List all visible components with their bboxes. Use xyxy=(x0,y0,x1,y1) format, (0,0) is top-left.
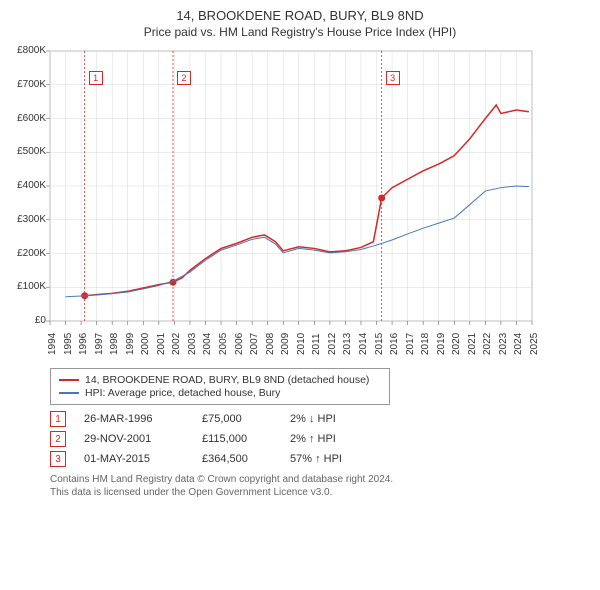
x-tick-label: 2024 xyxy=(513,333,524,355)
event-pct: 57% ↑ HPI xyxy=(290,453,400,465)
subtitle: Price paid vs. HM Land Registry's House … xyxy=(12,25,588,39)
y-tick-label: £500K xyxy=(12,146,46,157)
x-tick-label: 2015 xyxy=(374,333,385,355)
x-tick-label: 2007 xyxy=(249,333,260,355)
x-tick-label: 2016 xyxy=(389,333,400,355)
x-tick-label: 2001 xyxy=(156,333,167,355)
x-tick-label: 2025 xyxy=(529,333,540,355)
chart: £0 £100K £200K £300K £400K £500K £600K £700K £80… xyxy=(12,45,588,360)
events-table: 1 26-MAR-1996 £75,000 2% ↓ HPI 2 29-NOV-2001 £… xyxy=(50,411,588,467)
legend-swatch xyxy=(59,379,79,381)
y-tick-label: £300K xyxy=(12,214,46,225)
y-tick-label: £200K xyxy=(12,248,46,259)
y-tick-label: £400K xyxy=(12,180,46,191)
title: 14, BROOKDENE ROAD, BURY, BL9 8ND xyxy=(12,8,588,23)
event-number-box: 3 xyxy=(50,451,66,467)
event-number-box: 2 xyxy=(50,431,66,447)
chart-svg xyxy=(12,45,536,357)
event-price: £75,000 xyxy=(202,413,272,425)
event-row: 2 29-NOV-2001 £115,000 2% ↑ HPI xyxy=(50,431,588,447)
x-tick-label: 2006 xyxy=(234,333,245,355)
x-tick-label: 2020 xyxy=(451,333,462,355)
y-tick-label: £600K xyxy=(12,113,46,124)
event-number-box: 1 xyxy=(50,411,66,427)
x-tick-label: 2019 xyxy=(436,333,447,355)
legend: 14, BROOKDENE ROAD, BURY, BL9 8ND (detac… xyxy=(50,368,390,405)
event-price: £364,500 xyxy=(202,453,272,465)
x-tick-label: 2009 xyxy=(280,333,291,355)
x-tick-label: 2008 xyxy=(265,333,276,355)
x-tick-label: 1997 xyxy=(94,333,105,355)
x-tick-label: 2002 xyxy=(171,333,182,355)
event-marker-box: 2 xyxy=(177,71,191,85)
event-marker-box: 3 xyxy=(386,71,400,85)
chart-container: 14, BROOKDENE ROAD, BURY, BL9 8ND Price … xyxy=(0,0,600,505)
x-tick-label: 1995 xyxy=(63,333,74,355)
event-date: 01-MAY-2015 xyxy=(84,453,184,465)
x-tick-label: 1998 xyxy=(109,333,120,355)
x-tick-label: 2022 xyxy=(482,333,493,355)
event-pct: 2% ↑ HPI xyxy=(290,433,400,445)
x-tick-label: 2000 xyxy=(140,333,151,355)
footer: Contains HM Land Registry data © Crown c… xyxy=(50,473,588,499)
x-tick-label: 1996 xyxy=(78,333,89,355)
x-tick-label: 2003 xyxy=(187,333,198,355)
footer-line-2: This data is licensed under the Open Gov… xyxy=(50,486,588,499)
x-tick-label: 2014 xyxy=(358,333,369,355)
x-tick-label: 2012 xyxy=(327,333,338,355)
legend-row: HPI: Average price, detached house, Bury xyxy=(59,387,381,399)
event-date: 29-NOV-2001 xyxy=(84,433,184,445)
event-date: 26-MAR-1996 xyxy=(84,413,184,425)
event-marker-box: 1 xyxy=(89,71,103,85)
x-tick-label: 2010 xyxy=(296,333,307,355)
x-tick-label: 1994 xyxy=(47,333,58,355)
x-tick-label: 2017 xyxy=(405,333,416,355)
legend-label: 14, BROOKDENE ROAD, BURY, BL9 8ND (detac… xyxy=(85,374,369,386)
event-pct: 2% ↓ HPI xyxy=(290,413,400,425)
y-tick-label: £0 xyxy=(12,315,46,326)
x-tick-label: 2013 xyxy=(342,333,353,355)
y-tick-label: £700K xyxy=(12,79,46,90)
event-row: 1 26-MAR-1996 £75,000 2% ↓ HPI xyxy=(50,411,588,427)
x-tick-label: 2005 xyxy=(218,333,229,355)
event-price: £115,000 xyxy=(202,433,272,445)
legend-swatch xyxy=(59,392,79,394)
event-row: 3 01-MAY-2015 £364,500 57% ↑ HPI xyxy=(50,451,588,467)
y-tick-label: £100K xyxy=(12,281,46,292)
x-tick-label: 2011 xyxy=(311,333,322,355)
x-tick-label: 1999 xyxy=(125,333,136,355)
x-tick-label: 2021 xyxy=(467,333,478,355)
x-tick-label: 2023 xyxy=(498,333,509,355)
x-tick-label: 2018 xyxy=(420,333,431,355)
legend-label: HPI: Average price, detached house, Bury xyxy=(85,387,280,399)
y-tick-label: £800K xyxy=(12,45,46,56)
footer-line-1: Contains HM Land Registry data © Crown c… xyxy=(50,473,588,486)
x-tick-label: 2004 xyxy=(202,333,213,355)
legend-row: 14, BROOKDENE ROAD, BURY, BL9 8ND (detac… xyxy=(59,374,381,386)
